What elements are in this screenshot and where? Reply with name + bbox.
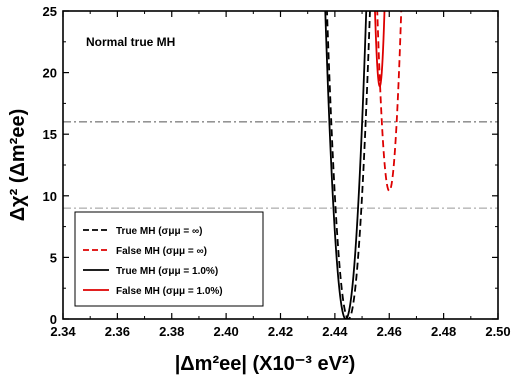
legend-label-3: True MH (σμμ = 1.0%) <box>116 266 218 277</box>
legend-label-2: False MH (σμμ = ∞) <box>116 246 207 257</box>
y-tick-label: 20 <box>43 66 57 81</box>
y-tick-label: 0 <box>50 312 57 327</box>
legend-label-4: False MH (σμμ = 1.0%) <box>116 286 223 297</box>
y-axis-ticks: 0 5 10 15 20 25 <box>43 4 498 327</box>
x-axis-ticks: 2.34 2.36 2.38 2.40 2.42 2.44 2.46 2.48 2.50 <box>50 11 511 339</box>
x-tick-label: 2.40 <box>213 324 238 339</box>
x-tick-label: 2.38 <box>159 324 184 339</box>
x-tick-label: 2.36 <box>105 324 130 339</box>
x-tick-label: 2.42 <box>268 324 293 339</box>
x-tick-label: 2.50 <box>485 324 510 339</box>
x-axis-label: |Δm²ee| (X10⁻³ eV²) <box>175 353 356 375</box>
x-tick-label: 2.48 <box>431 324 456 339</box>
series-line-3 <box>324 11 368 319</box>
x-tick-label: 2.34 <box>50 324 76 339</box>
y-tick-label: 10 <box>43 189 57 204</box>
legend-label-1: True MH (σμμ = ∞) <box>116 226 203 237</box>
x-tick-label: 2.46 <box>377 324 402 339</box>
y-tick-label: 5 <box>50 250 57 265</box>
y-tick-label: 15 <box>43 127 57 142</box>
y-tick-label: 25 <box>43 4 57 19</box>
x-tick-label: 2.44 <box>322 324 348 339</box>
series-line-4 <box>374 11 386 88</box>
legend: True MH (σμμ = ∞) False MH (σμμ = ∞) True … <box>74 211 264 307</box>
curves <box>324 11 403 319</box>
y-axis-label: Δχ² (Δm²ee) <box>7 109 29 222</box>
reference-lines <box>63 121 498 209</box>
annotation-text: Normal true MH <box>86 35 175 49</box>
series-line-2 <box>376 11 403 192</box>
